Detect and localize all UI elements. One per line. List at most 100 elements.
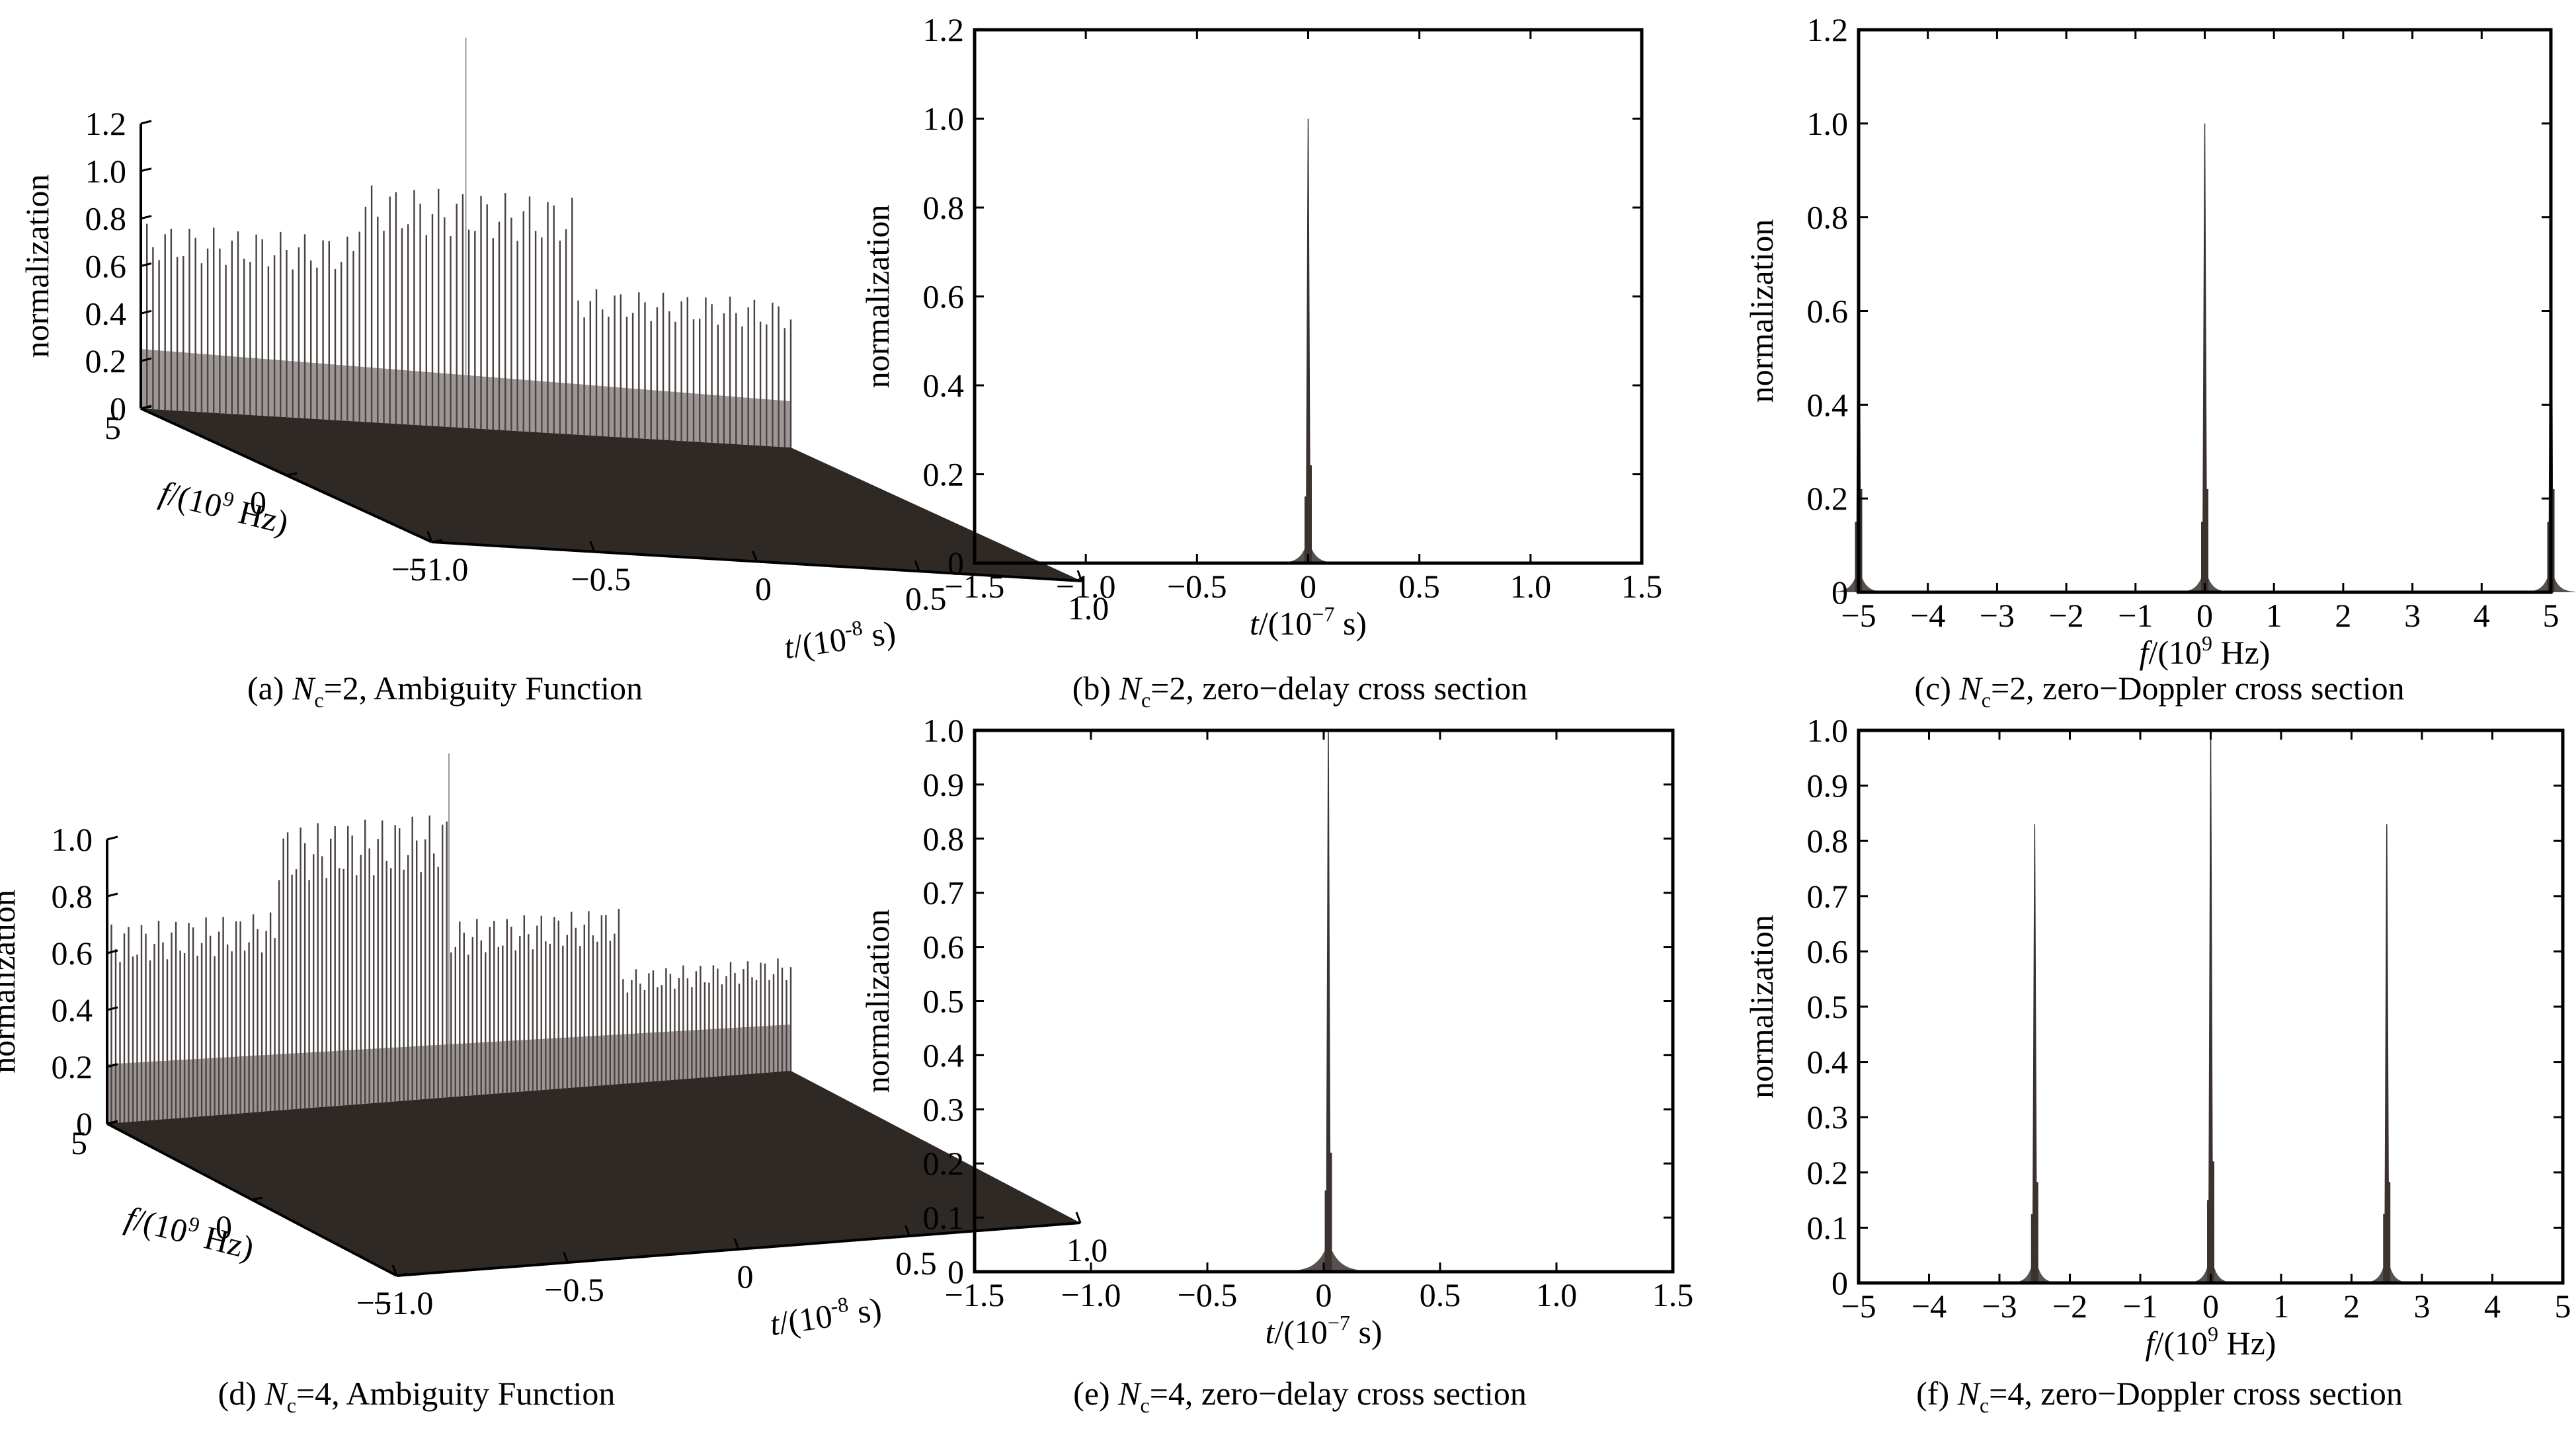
panel-f-chart: −5 −4 −3 −2 −1 0 1 2 3 4 5 0 0.1 0.2 0.3 0.4 0.5 0.6 0.7 0.… bbox=[1743, 712, 2571, 1417]
z-tick-label: 0.8 bbox=[52, 878, 93, 915]
f-tick-mark bbox=[251, 1196, 263, 1201]
peak-spike-1 bbox=[2202, 123, 2208, 593]
t-axis-label: t/(10-8 s) bbox=[782, 611, 898, 666]
panel-e-chart: −1.5 −1.0 −0.5 0 0.5 1.0 1.5 0 0.1 0.2 0.3 0.4 0.5 0.… bbox=[859, 712, 1693, 1417]
y-tick-label: 0.8 bbox=[923, 820, 965, 857]
y-tick-label: 0.2 bbox=[923, 456, 965, 493]
f-tick-label: 5 bbox=[104, 409, 121, 446]
z-tick-label: 0.4 bbox=[85, 295, 127, 332]
x-tick-label: 0 bbox=[2196, 597, 2213, 634]
t-axis-label: t/(10-8 s) bbox=[767, 1288, 883, 1342]
panel-caption: (c) Nc=2, zero−Doppler cross section bbox=[1914, 670, 2404, 712]
x-tick-label: −1.5 bbox=[945, 1276, 1005, 1313]
panel-caption: (f) Nc=4, zero−Doppler cross section bbox=[1916, 1375, 2403, 1417]
peak-spike-1 bbox=[2208, 730, 2214, 1284]
t-tick-label: 0 bbox=[755, 570, 772, 607]
x-tick-label: 2 bbox=[2335, 597, 2351, 634]
x-tick-label: −1.0 bbox=[1061, 1276, 1121, 1313]
t-tick-label: 0.5 bbox=[905, 580, 947, 617]
x-tick-label: −0.5 bbox=[1178, 1276, 1238, 1313]
peak-spike-2 bbox=[2384, 824, 2390, 1284]
f-tick-label: −5 bbox=[391, 551, 426, 588]
x-tick-label: −3 bbox=[1980, 597, 2015, 634]
z-tick-label: 1.0 bbox=[85, 153, 127, 190]
t-tick-mark bbox=[1075, 1212, 1082, 1223]
z-tick-label: 0.2 bbox=[52, 1048, 93, 1085]
f-tick-mark bbox=[286, 472, 298, 477]
signal-series bbox=[1286, 730, 1371, 1272]
x-tick-label: −1 bbox=[2118, 597, 2153, 634]
y-tick-label: 0.4 bbox=[923, 367, 965, 404]
y-tick-label: 0.7 bbox=[923, 874, 965, 911]
signal-series bbox=[1281, 118, 1335, 564]
f-axis-label: f/(109 Hz) bbox=[156, 471, 293, 541]
x-tick-label: 0 bbox=[1300, 568, 1316, 605]
t-tick-mark bbox=[905, 1225, 910, 1237]
signal-series bbox=[1834, 123, 2575, 593]
y-tick-label: 1.2 bbox=[923, 11, 965, 48]
x-tick-label: 0.5 bbox=[1398, 568, 1440, 605]
t-tick-mark bbox=[733, 1238, 740, 1250]
panel-caption: (d) Nc=4, Ambiguity Function bbox=[218, 1375, 616, 1417]
x-tick-label: 5 bbox=[2543, 597, 2559, 634]
panel-caption: (b) Nc=2, zero−delay cross section bbox=[1072, 670, 1527, 712]
peak-spike-0 bbox=[1305, 118, 1311, 564]
x-tick-label: 1.5 bbox=[1652, 1276, 1694, 1313]
y-tick-label: 0.8 bbox=[1807, 199, 1849, 236]
y-axis-label: normalization bbox=[1743, 219, 1780, 403]
peak-spike-0 bbox=[2032, 824, 2038, 1284]
x-axis-label: t/(10−7 s) bbox=[1250, 602, 1367, 642]
z-tick-label: 0 bbox=[110, 390, 126, 427]
panel-caption: (e) Nc=4, zero−delay cross section bbox=[1073, 1375, 1527, 1417]
x-tick-label: 0 bbox=[2202, 1288, 2219, 1325]
y-axis-label: normalization bbox=[1743, 915, 1780, 1099]
y-tick-label: 0.1 bbox=[923, 1199, 965, 1236]
x-tick-label: −2 bbox=[2048, 597, 2083, 634]
z-tick-label: 0.4 bbox=[52, 991, 93, 1028]
t-tick-label: 1.0 bbox=[1068, 590, 1109, 627]
panel-b-chart: −1.5 −1.0 −0.5 0 0.5 1.0 1.500.20.40.60.81.01.… bbox=[859, 11, 1662, 712]
x-tick-label: −5 bbox=[1841, 1288, 1876, 1325]
y-tick-label: 0.8 bbox=[1807, 822, 1849, 859]
y-tick-label: 1.2 bbox=[1807, 11, 1849, 48]
y-tick-label: 0.7 bbox=[1807, 878, 1849, 915]
x-tick-label: 0.5 bbox=[1420, 1276, 1461, 1313]
x-tick-label: −1.0 bbox=[1056, 568, 1116, 605]
panel-a-ambiguity-3d: 00.20.40.60.81.01.2normalization50−5f/(1… bbox=[19, 38, 1109, 712]
x-tick-label: 1.0 bbox=[1536, 1276, 1578, 1313]
y-tick-label: 0.1 bbox=[1807, 1209, 1849, 1246]
z-axis-label: normalization bbox=[19, 174, 56, 358]
y-tick-label: 0.6 bbox=[923, 929, 965, 966]
panel-d-ambiguity-3d: 00.20.40.60.81.0normalization50−5f/(109 … bbox=[0, 754, 1107, 1417]
z-tick-mark bbox=[106, 1063, 118, 1068]
y-tick-label: 0 bbox=[1831, 1264, 1848, 1301]
x-axis-label: t/(10−7 s) bbox=[1265, 1311, 1382, 1350]
t-tick-label: −0.5 bbox=[544, 1271, 604, 1308]
y-tick-label: 0.8 bbox=[923, 189, 965, 226]
peak-spike-0 bbox=[1326, 730, 1331, 1272]
y-tick-label: 0.6 bbox=[1807, 293, 1849, 330]
z-tick-mark bbox=[106, 949, 118, 954]
panel-caption: (a) Nc=2, Ambiguity Function bbox=[247, 670, 643, 712]
z-axis-label: normalization bbox=[0, 890, 22, 1073]
x-tick-label: −2 bbox=[2052, 1288, 2087, 1325]
f-axis-label: f/(109 Hz) bbox=[122, 1196, 259, 1266]
z-tick-mark bbox=[106, 892, 118, 898]
z-tick-mark bbox=[106, 1006, 118, 1011]
y-tick-label: 0.6 bbox=[923, 278, 965, 315]
t-tick-label: −0.5 bbox=[571, 561, 631, 598]
f-tick-label: 5 bbox=[71, 1124, 87, 1161]
x-tick-label: 1 bbox=[2266, 597, 2282, 634]
y-tick-label: 1.0 bbox=[923, 712, 965, 749]
x-tick-label: −0.5 bbox=[1167, 568, 1227, 605]
y-tick-label: 0.2 bbox=[1807, 1154, 1849, 1191]
x-tick-label: −3 bbox=[1982, 1288, 2017, 1325]
y-axis-label: normalization bbox=[859, 910, 896, 1093]
x-tick-label: −1.5 bbox=[945, 568, 1005, 605]
x-tick-label: 3 bbox=[2414, 1288, 2431, 1325]
y-tick-label: 0.2 bbox=[923, 1145, 965, 1182]
z-tick-label: 0 bbox=[76, 1105, 93, 1142]
y-tick-label: 0.4 bbox=[1807, 386, 1849, 423]
f-tick-label: −5 bbox=[356, 1284, 391, 1321]
x-tick-label: −5 bbox=[1841, 597, 1876, 634]
